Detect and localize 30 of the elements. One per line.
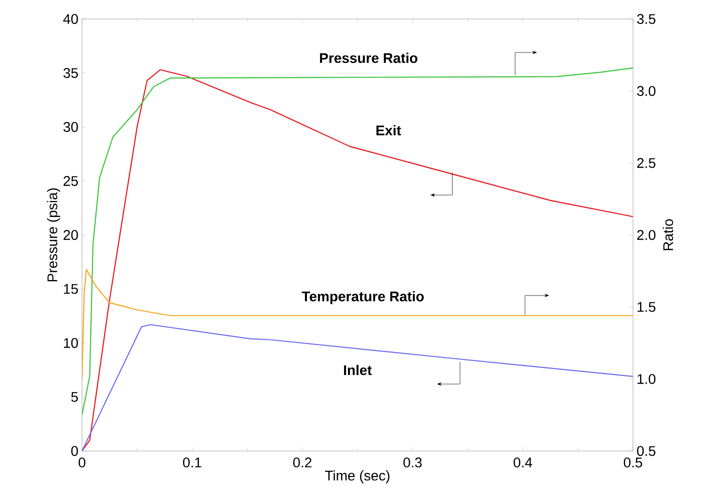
y2-tick-label: 3.0 <box>637 86 656 96</box>
x-axis-title: Time (sec) <box>325 470 390 484</box>
x-tick-label: 0.4 <box>514 458 532 468</box>
x-tick-label: 0.2 <box>293 458 312 468</box>
y2-tick-label: 1.0 <box>638 374 656 384</box>
y-tick-label: 40 <box>63 14 78 24</box>
y2-tick-label: 2.0 <box>637 230 656 240</box>
x-tick-label: 0.5 <box>624 458 642 468</box>
y-tick-label: 20 <box>64 230 78 240</box>
y-tick-label: 5 <box>71 392 78 402</box>
x-tick-label: 0.1 <box>183 458 202 468</box>
y2-tick-label: 1.5 <box>638 302 656 312</box>
x-tick-label: 0 <box>78 458 86 468</box>
y-tick-label: 10 <box>64 338 78 348</box>
y-tick-label: 0 <box>71 446 78 456</box>
line-series <box>82 269 634 380</box>
x-tick-label: 0.3 <box>403 458 422 468</box>
annotation: Pressure Ratio <box>320 52 418 64</box>
y-axis-title: Pressure (psia) <box>47 188 60 282</box>
y2-axis-title: Ratio <box>662 219 674 250</box>
y2-tick-label: 2.5 <box>637 158 656 168</box>
annotation: Exit <box>376 125 402 136</box>
annotation: Temperature Ratio <box>302 291 424 304</box>
y-tick-label: 25 <box>64 176 78 186</box>
y2-tick-label: 3.5 <box>637 14 656 24</box>
annotation: Inlet <box>344 364 372 376</box>
y-tick-label: 30 <box>63 122 78 132</box>
y-tick-label: 15 <box>64 284 78 294</box>
y2-tick-label: 0.5 <box>637 446 656 456</box>
y-tick-label: 35 <box>63 68 78 78</box>
